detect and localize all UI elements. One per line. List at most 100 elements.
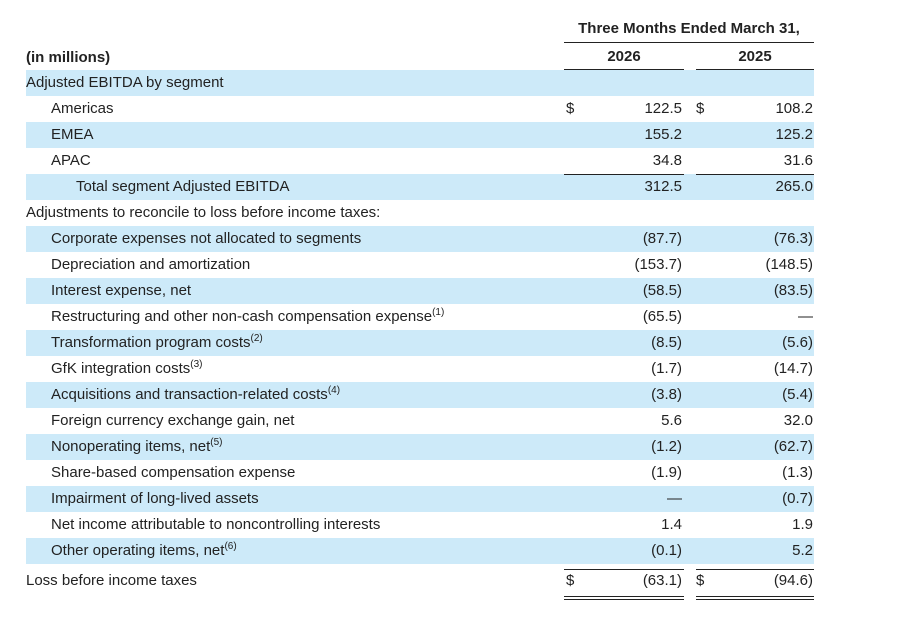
table-row: Acquisitions and transaction-related cos… [26,382,814,408]
value-2025: (5.6) [782,334,813,351]
table-row: Adjustments to reconcile to loss before … [26,200,814,226]
table-row: GfK integration costs(3) (1.7) (14.7) [26,356,814,382]
value-2026: (58.5) [642,282,682,299]
row-label: Net income attributable to noncontrollin… [51,516,381,533]
row-label: Acquisitions and transaction-related cos… [51,382,340,408]
row-label: Nonoperating items, net(5) [51,434,223,460]
currency-symbol: $ [566,572,575,589]
period-header: Three Months Ended March 31, [578,20,800,37]
table-row: Corporate expenses not allocated to segm… [26,226,814,252]
value-2026: 155.2 [644,126,682,143]
table-row: Interest expense, net (58.5) (83.5) [26,278,814,304]
year-2026-header: 2026 [607,48,641,65]
value-2025: 125.2 [775,126,813,143]
value-2026: (87.7) [642,230,682,247]
row-label: Adjusted EBITDA by segment [26,74,224,91]
table-row: Loss before income taxes $ (63.1) $ (94.… [26,564,814,598]
row-label: Americas [51,100,114,117]
value-2026: 5.6 [661,412,682,429]
value-2026: 312.5 [644,178,682,195]
row-label: APAC [51,152,91,169]
year-2026-rule [564,69,684,70]
value-2025: (1.3) [782,464,813,481]
value-2026: (1.9) [651,464,682,481]
subtotal-rule-2025 [696,174,814,175]
table-row: Impairment of long-lived assets — (0.7) [26,486,814,512]
row-label: Share-based compensation expense [51,464,296,481]
row-label: Corporate expenses not allocated to segm… [51,230,362,247]
currency-symbol: $ [696,572,705,589]
row-label: EMEA [51,126,94,143]
table-row: Total segment Adjusted EBITDA 312.5 265.… [26,174,814,200]
value-2025: 5.2 [792,542,813,559]
table-row: Other operating items, net(6) (0.1) 5.2 [26,538,814,564]
value-2026: (1.7) [651,360,682,377]
footnote-marker: (5) [210,437,223,448]
row-label: Interest expense, net [51,282,192,299]
value-2026: (153.7) [634,256,682,273]
row-label-text: Restructuring and other non-cash compens… [51,308,433,325]
value-2025: (83.5) [773,282,813,299]
value-2025: 265.0 [775,178,813,195]
value-2025: 32.0 [783,412,813,429]
row-label-text: Acquisitions and transaction-related cos… [51,386,328,403]
currency-symbol: $ [566,100,575,117]
currency-symbol: $ [696,100,705,117]
row-label: Restructuring and other non-cash compens… [51,304,444,330]
row-label: Impairment of long-lived assets [51,490,259,507]
value-2025: (62.7) [773,438,813,455]
table-row: EMEA 155.2 125.2 [26,122,814,148]
row-label: GfK integration costs(3) [51,356,202,382]
table-row: Transformation program costs(2) (8.5) (5… [26,330,814,356]
units-label: (in millions) [26,49,111,66]
footnote-marker: (4) [327,385,341,396]
value-2026: — [667,490,682,507]
value-2026: (65.5) [642,308,682,325]
row-label: Adjustments to reconcile to loss before … [26,204,381,221]
value-2025: (14.7) [773,360,813,377]
value-2026: (63.1) [642,572,682,589]
table-row: Net income attributable to noncontrollin… [26,512,814,538]
value-2025: (5.4) [782,386,813,403]
footnote-marker: (6) [224,541,237,552]
footnote-marker: (3) [190,359,203,370]
value-2026: (8.5) [651,334,682,351]
value-2025: — [798,308,813,325]
table-row: APAC 34.8 31.6 [26,148,814,174]
double-underline-2026 [564,596,684,600]
value-2026: 1.4 [661,516,682,533]
value-2025: (0.7) [782,490,813,507]
row-label-text: Other operating items, net [51,542,225,559]
value-2025: 31.6 [783,152,813,169]
value-2026: 122.5 [644,100,682,117]
ebitda-reconciliation-table: Adjusted EBITDA by segment Americas $ 12… [26,70,814,598]
table-row: Americas $ 122.5 $ 108.2 [26,96,814,122]
row-label-text: Nonoperating items, net [51,438,211,455]
value-2026: (0.1) [651,542,682,559]
period-header-rule [564,42,814,43]
subtotal-rule-2026 [564,174,684,175]
row-label: Other operating items, net(6) [51,538,237,564]
value-2026: (1.2) [651,438,682,455]
year-2025-header: 2025 [738,48,772,65]
double-underline-2025 [696,596,814,600]
table-row: Adjusted EBITDA by segment [26,70,814,96]
value-2026: 34.8 [652,152,682,169]
value-2025: (76.3) [773,230,813,247]
row-label-text: Transformation program costs [51,334,251,351]
table-row: Foreign currency exchange gain, net 5.6 … [26,408,814,434]
value-2025: 1.9 [792,516,813,533]
total-rule-2026 [564,569,684,570]
table-row: Share-based compensation expense (1.9) (… [26,460,814,486]
footnote-marker: (2) [250,333,263,344]
row-label: Loss before income taxes [26,572,197,589]
table-row: Restructuring and other non-cash compens… [26,304,814,330]
value-2025: (148.5) [765,256,813,273]
row-label: Transformation program costs(2) [51,330,263,356]
value-2026: (3.8) [651,386,682,403]
table-row: Nonoperating items, net(5) (1.2) (62.7) [26,434,814,460]
row-label: Depreciation and amortization [51,256,251,273]
row-label: Foreign currency exchange gain, net [51,412,295,429]
total-rule-2025 [696,569,814,570]
footnote-marker: (1) [432,307,445,318]
